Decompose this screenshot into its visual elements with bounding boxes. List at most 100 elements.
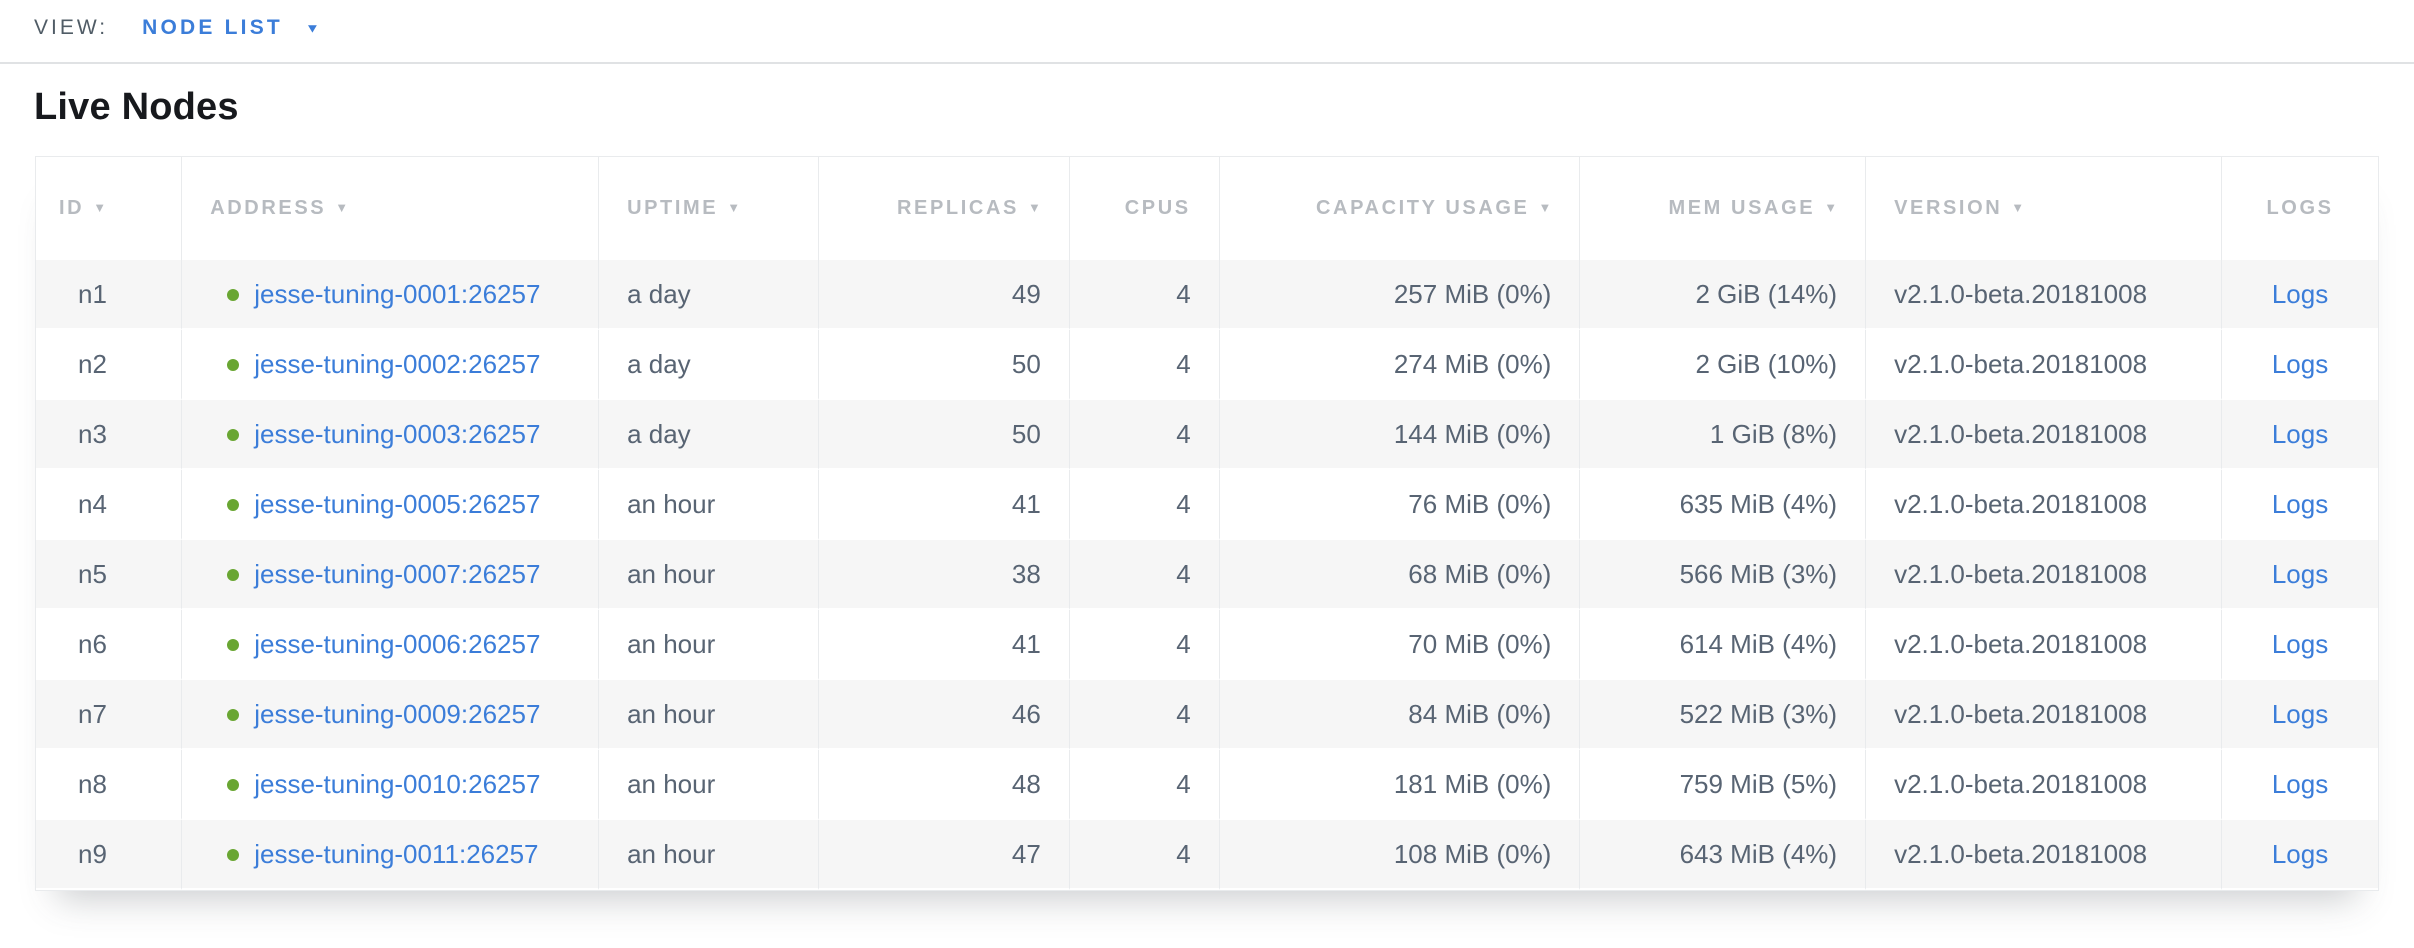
- node-id-cell: n3: [36, 400, 182, 470]
- column-header-version[interactable]: VERSION ▼: [1865, 157, 2222, 260]
- column-header-label: CPUS: [1124, 197, 1191, 219]
- node-address-link[interactable]: jesse-tuning-0006:26257: [254, 628, 541, 659]
- node-id-cell: n6: [36, 610, 182, 680]
- page-title: Live Nodes: [34, 86, 239, 128]
- node-replicas-cell: 41: [818, 610, 1069, 680]
- node-uptime-cell: an hour: [598, 540, 819, 610]
- node-logs-link[interactable]: Logs: [2271, 628, 2329, 659]
- node-address-link[interactable]: jesse-tuning-0003:26257: [254, 418, 541, 449]
- node-id-cell: n7: [36, 680, 182, 750]
- node-logs-link[interactable]: Logs: [2271, 418, 2329, 449]
- node-address-cell: jesse-tuning-0005:26257: [181, 470, 599, 540]
- node-address-cell: jesse-tuning-0009:26257: [181, 680, 599, 750]
- node-replicas-cell: 48: [818, 750, 1069, 820]
- node-logs-cell: Logs: [2221, 400, 2378, 470]
- node-live-dot-icon: [227, 358, 240, 371]
- node-address-link[interactable]: jesse-tuning-0001:26257: [254, 278, 541, 309]
- node-replicas-cell: 50: [818, 330, 1069, 400]
- node-capacity_usage-cell: 144 MiB (0%): [1218, 400, 1580, 470]
- node-live-dot-icon: [227, 848, 240, 861]
- node-logs-link[interactable]: Logs: [2271, 558, 2329, 589]
- node-logs-cell: Logs: [2221, 680, 2378, 750]
- view-dropdown[interactable]: NODE LIST ▼: [142, 16, 320, 40]
- column-header-label: ADDRESS: [210, 197, 327, 219]
- live-nodes-table-card: ID ▼ ADDRESS ▼ UPTIME ▼ REPLICAS ▼ CPUS CAPACITY …: [35, 156, 2379, 891]
- node-logs-link[interactable]: Logs: [2271, 348, 2329, 379]
- node-version-cell: v2.1.0-beta.20181008: [1865, 820, 2222, 890]
- node-id-cell: n2: [36, 330, 182, 400]
- node-uptime-cell: a day: [598, 400, 819, 470]
- column-header-label: REPLICAS: [897, 197, 1019, 219]
- node-cpus-cell: 4: [1068, 750, 1219, 820]
- node-cpus-cell: 4: [1068, 400, 1219, 470]
- sort-desc-icon: ▼: [727, 200, 741, 215]
- node-address-link[interactable]: jesse-tuning-0002:26257: [254, 348, 541, 379]
- column-header-uptime[interactable]: UPTIME ▼: [598, 157, 819, 260]
- node-replicas-cell: 47: [818, 820, 1069, 890]
- node-capacity_usage-cell: 84 MiB (0%): [1218, 680, 1580, 750]
- node-logs-link[interactable]: Logs: [2271, 698, 2329, 729]
- node-capacity_usage-cell: 274 MiB (0%): [1218, 330, 1580, 400]
- node-cpus-cell: 4: [1068, 330, 1219, 400]
- node-address-cell: jesse-tuning-0002:26257: [181, 330, 599, 400]
- node-cpus-cell: 4: [1068, 540, 1219, 610]
- column-header-label: ID: [59, 197, 85, 219]
- node-address-link[interactable]: jesse-tuning-0009:26257: [254, 698, 541, 729]
- nodes-table-body: n1 jesse-tuning-0001:26257 a day 49 4 257 MiB…: [36, 260, 2378, 890]
- node-capacity_usage-cell: 181 MiB (0%): [1218, 750, 1580, 820]
- node-version-cell: v2.1.0-beta.20181008: [1865, 750, 2222, 820]
- column-header-replicas[interactable]: REPLICAS ▼: [818, 157, 1069, 260]
- node-live-dot-icon: [227, 568, 240, 581]
- node-replicas-cell: 49: [818, 260, 1069, 330]
- node-mem_usage-cell: 643 MiB (4%): [1579, 820, 1866, 890]
- node-logs-link[interactable]: Logs: [2271, 278, 2329, 309]
- sort-desc-icon: ▼: [335, 200, 349, 215]
- node-cpus-cell: 4: [1068, 680, 1219, 750]
- node-cpus-cell: 4: [1068, 470, 1219, 540]
- node-row: n1 jesse-tuning-0001:26257 a day 49 4 257 MiB…: [36, 260, 2378, 330]
- node-address-cell: jesse-tuning-0010:26257: [181, 750, 599, 820]
- view-bar: VIEW: NODE LIST ▼: [0, 0, 2414, 64]
- node-address-cell: jesse-tuning-0006:26257: [181, 610, 599, 680]
- node-mem_usage-cell: 2 GiB (10%): [1579, 330, 1866, 400]
- column-header-label: VERSION: [1894, 197, 2003, 219]
- column-header-mem_usage[interactable]: MEM USAGE ▼: [1579, 157, 1866, 260]
- node-logs-link[interactable]: Logs: [2271, 768, 2329, 799]
- node-row: n8 jesse-tuning-0010:26257 an hour 48 4 181 M…: [36, 750, 2378, 820]
- node-uptime-cell: an hour: [598, 470, 819, 540]
- node-version-cell: v2.1.0-beta.20181008: [1865, 680, 2222, 750]
- column-header-id[interactable]: ID ▼: [36, 157, 182, 260]
- node-replicas-cell: 41: [818, 470, 1069, 540]
- node-id-cell: n8: [36, 750, 182, 820]
- node-live-dot-icon: [227, 498, 240, 511]
- column-header-label: MEM USAGE: [1668, 197, 1816, 219]
- column-header-capacity_usage[interactable]: CAPACITY USAGE ▼: [1218, 157, 1580, 260]
- node-replicas-cell: 50: [818, 400, 1069, 470]
- node-address-link[interactable]: jesse-tuning-0005:26257: [254, 488, 541, 519]
- node-live-dot-icon: [227, 778, 240, 791]
- node-logs-link[interactable]: Logs: [2271, 488, 2329, 519]
- node-cpus-cell: 4: [1068, 260, 1219, 330]
- node-version-cell: v2.1.0-beta.20181008: [1865, 610, 2222, 680]
- node-capacity_usage-cell: 108 MiB (0%): [1218, 820, 1580, 890]
- node-address-link[interactable]: jesse-tuning-0011:26257: [254, 838, 539, 869]
- node-logs-cell: Logs: [2221, 820, 2378, 890]
- table-header-row: ID ▼ ADDRESS ▼ UPTIME ▼ REPLICAS ▼ CPUS CAPACITY …: [36, 157, 2378, 260]
- node-logs-cell: Logs: [2221, 540, 2378, 610]
- node-address-cell: jesse-tuning-0011:26257: [181, 820, 599, 890]
- node-address-link[interactable]: jesse-tuning-0007:26257: [254, 558, 541, 589]
- node-live-dot-icon: [227, 638, 240, 651]
- node-version-cell: v2.1.0-beta.20181008: [1865, 540, 2222, 610]
- sort-desc-icon: ▼: [93, 200, 107, 215]
- node-mem_usage-cell: 635 MiB (4%): [1579, 470, 1866, 540]
- node-mem_usage-cell: 566 MiB (3%): [1579, 540, 1866, 610]
- view-label: VIEW:: [34, 16, 109, 39]
- column-header-address[interactable]: ADDRESS ▼: [181, 157, 599, 260]
- node-address-link[interactable]: jesse-tuning-0010:26257: [254, 768, 541, 799]
- node-row: n5 jesse-tuning-0007:26257 an hour 38 4 68 Mi…: [36, 540, 2378, 610]
- node-logs-cell: Logs: [2221, 750, 2378, 820]
- column-header-label: CAPACITY USAGE: [1316, 197, 1530, 219]
- node-uptime-cell: a day: [598, 330, 819, 400]
- node-row: n6 jesse-tuning-0006:26257 an hour 41 4 70 Mi…: [36, 610, 2378, 680]
- node-logs-link[interactable]: Logs: [2271, 838, 2329, 869]
